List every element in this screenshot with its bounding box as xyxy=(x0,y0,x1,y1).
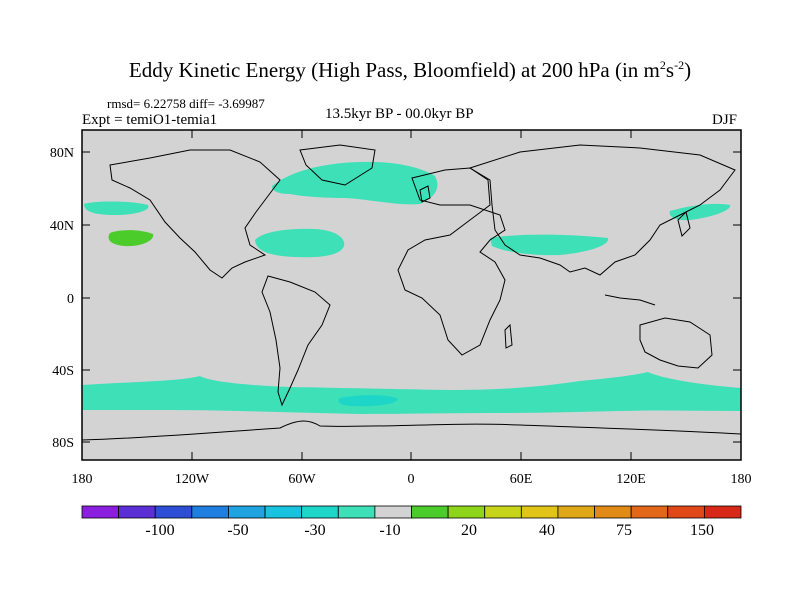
lon-tick-label: 60W xyxy=(288,472,316,487)
lon-tick-label: 0 xyxy=(408,472,415,487)
experiment-label: Expt = temiO1-temia1 xyxy=(82,112,218,128)
lat-tick-label: 40N xyxy=(50,219,74,234)
colorbar-swatch xyxy=(228,505,266,519)
anomaly-regions xyxy=(82,161,741,414)
anomaly-north-atlantic-2 xyxy=(255,228,345,258)
colorbar-swatch xyxy=(374,505,412,519)
colorbar-swatch xyxy=(118,505,156,519)
colorbar-swatch xyxy=(557,505,595,519)
colorbar-swatch xyxy=(264,505,303,519)
lon-tick-label: 180 xyxy=(72,472,93,487)
colorbar-swatch xyxy=(447,505,486,519)
australia-outline xyxy=(639,317,713,369)
indonesia-outline xyxy=(604,294,656,306)
anomaly-positive-pacific xyxy=(108,230,154,247)
map-title: Eddy Kinetic Energy (High Pass, Bloomfie… xyxy=(128,58,692,82)
coastlines xyxy=(81,144,742,441)
colorbar-label: -30 xyxy=(304,522,325,539)
antarctica-outline xyxy=(81,420,742,441)
stats-text: rmsd= 6.22758 diff= -3.69987 xyxy=(107,96,265,111)
lat-ticks xyxy=(82,151,741,443)
europe-africa-outline xyxy=(397,167,506,356)
lon-tick-label: 120W xyxy=(175,472,210,487)
greenland-outline xyxy=(299,144,376,186)
colorbar xyxy=(81,505,742,519)
colorbar-swatch xyxy=(411,505,449,519)
period-label: 13.5kyr BP - 00.0kyr BP xyxy=(325,106,474,122)
colorbar-swatch xyxy=(594,505,632,519)
north-america-outline xyxy=(109,149,281,279)
season-label: DJF xyxy=(712,112,738,128)
lat-tick-label: 40S xyxy=(52,364,74,379)
colorbar-label: 75 xyxy=(616,522,632,539)
colorbar-label: -100 xyxy=(145,522,174,539)
madagascar-outline xyxy=(504,323,513,349)
lon-tick-label: 180 xyxy=(731,472,752,487)
anomaly-southern-ocean xyxy=(82,372,741,414)
colorbar-label: -50 xyxy=(227,522,248,539)
colorbar-label: 20 xyxy=(461,522,477,539)
colorbar-swatch xyxy=(191,505,229,519)
colorbar-swatch xyxy=(81,505,120,519)
south-america-outline xyxy=(261,275,331,407)
colorbar-label: -10 xyxy=(379,522,400,539)
lat-tick-label: 80N xyxy=(50,146,74,161)
anomaly-north-pacific-2 xyxy=(669,203,731,221)
colorbar-swatch xyxy=(520,505,559,519)
colorbar-swatch xyxy=(484,505,522,519)
asia-outline xyxy=(468,144,736,276)
lon-ticks xyxy=(191,130,632,460)
colorbar-swatch xyxy=(301,505,339,519)
colorbar-swatch xyxy=(703,505,742,519)
lat-tick-label: 80S xyxy=(52,436,74,451)
lon-tick-label: 120E xyxy=(616,472,646,487)
colorbar-label: 40 xyxy=(539,522,555,539)
colorbar-swatch xyxy=(154,505,193,519)
colorbar-swatch xyxy=(667,505,705,519)
lon-tick-label: 60E xyxy=(510,472,533,487)
anomaly-north-pacific xyxy=(84,201,149,215)
lat-tick-label: 0 xyxy=(67,292,74,307)
colorbar-swatch xyxy=(630,505,669,519)
anomaly-asia xyxy=(490,234,609,256)
japan-outline xyxy=(677,211,691,237)
anomaly-southern-ocean-inner xyxy=(338,395,398,407)
colorbar-swatch xyxy=(337,505,376,519)
colorbar-label: 150 xyxy=(690,522,714,539)
uk-outline xyxy=(419,185,431,203)
